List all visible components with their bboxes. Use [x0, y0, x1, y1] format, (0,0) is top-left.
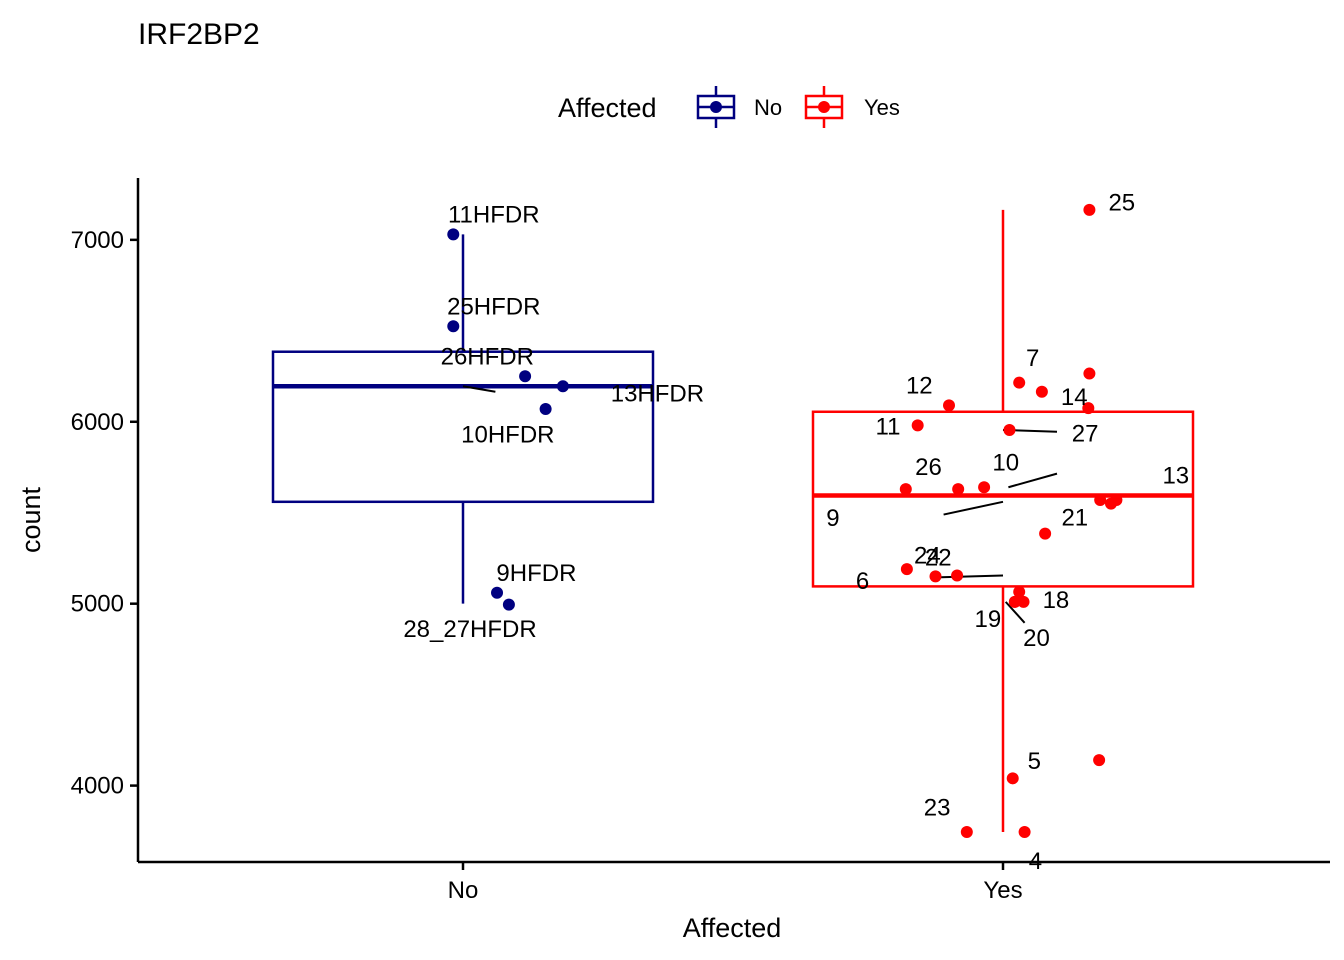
- y-tick-label: 5000: [71, 591, 124, 618]
- data-point: [978, 481, 991, 494]
- leader-line-20: [1004, 601, 1026, 624]
- box-yes: [811, 410, 1195, 588]
- point-label: 18: [1043, 587, 1070, 614]
- point-label: 22: [925, 544, 952, 571]
- point-label: 20: [1023, 625, 1050, 652]
- point-label: 9HFDR: [496, 560, 576, 587]
- leader-line-6: [940, 574, 1004, 579]
- chart-title: IRF2BP2: [138, 18, 260, 51]
- data-point: [1006, 772, 1019, 785]
- point-label: 10HFDR: [461, 422, 554, 449]
- y-axis-title: count: [16, 486, 46, 553]
- data-point: [502, 598, 515, 611]
- point-label: 12: [906, 372, 933, 399]
- data-point: [1093, 754, 1106, 767]
- data-point: [943, 399, 955, 412]
- point-label: 11: [876, 413, 901, 440]
- point-label: 13HFDR: [611, 381, 704, 408]
- point-label: 26: [915, 454, 942, 481]
- point-label: 13: [1162, 462, 1189, 489]
- data-point: [1035, 385, 1048, 398]
- data-point: [1039, 527, 1052, 540]
- leader-line-13hfdr: [462, 385, 496, 393]
- data-point: [1082, 402, 1095, 415]
- data-point: [1008, 595, 1021, 608]
- data-point: [951, 569, 964, 582]
- legend-label-no: No: [754, 95, 782, 120]
- point-label: 10: [992, 450, 1019, 477]
- data-point: [539, 403, 552, 416]
- legend-key-yes: [804, 86, 844, 128]
- point-label: 5: [1028, 748, 1041, 775]
- data-point: [1083, 203, 1096, 216]
- x-tick-label: No: [448, 877, 479, 904]
- point-label: 9: [826, 505, 839, 532]
- leader-line-9: [943, 500, 1004, 516]
- point-label: 26HFDR: [441, 343, 534, 370]
- data-point: [1110, 493, 1123, 506]
- data-point: [447, 228, 460, 241]
- data-point: [1018, 825, 1031, 838]
- data-point: [952, 483, 965, 496]
- data-point: [899, 483, 912, 496]
- point-label: 24: [914, 542, 941, 569]
- legend-key-no: [696, 86, 736, 128]
- axes: 4000 5000 6000 7000 No Yes: [71, 178, 1330, 904]
- point-label: 11HFDR: [448, 201, 540, 228]
- point-label: 27: [1072, 421, 1099, 448]
- point-label: 7: [1026, 345, 1039, 372]
- data-point: [960, 825, 973, 838]
- data-point: [1013, 376, 1026, 389]
- plot-area: 11HFDR 25HFDR 26HFDR 13HFDR 10HFDR 9HFDR 28_27…: [271, 190, 1195, 875]
- point-label: 25HFDR: [447, 293, 540, 320]
- point-label: 23: [924, 794, 951, 821]
- data-point: [900, 563, 913, 576]
- data-point: [911, 419, 924, 432]
- leader-line-13: [1008, 472, 1058, 489]
- data-point: [556, 380, 569, 393]
- x-axis-title: Affected: [683, 913, 782, 943]
- point-label: 14: [1061, 384, 1088, 411]
- data-point: [447, 320, 460, 333]
- data-point: [1013, 585, 1026, 598]
- data-point: [929, 570, 942, 583]
- legend: Affected No Yes: [558, 86, 900, 128]
- y-tick-label: 6000: [71, 409, 124, 436]
- point-label: 25: [1108, 190, 1135, 217]
- data-point: [1017, 595, 1030, 608]
- data-point: [519, 370, 532, 383]
- data-point: [1094, 493, 1107, 506]
- box-no: [271, 350, 655, 504]
- point-label: 19: [975, 606, 1002, 633]
- legend-label-yes: Yes: [864, 95, 900, 120]
- point-label: 28_27HFDR: [403, 616, 536, 643]
- y-tick-label: 7000: [71, 227, 124, 254]
- legend-title: Affected: [558, 93, 657, 123]
- data-point: [1083, 367, 1096, 380]
- y-tick-label: 4000: [71, 773, 124, 800]
- x-tick-label: Yes: [983, 877, 1022, 904]
- point-label: 6: [856, 568, 869, 595]
- data-point: [491, 586, 504, 599]
- data-point: [1003, 423, 1016, 436]
- point-label: 21: [1061, 504, 1088, 531]
